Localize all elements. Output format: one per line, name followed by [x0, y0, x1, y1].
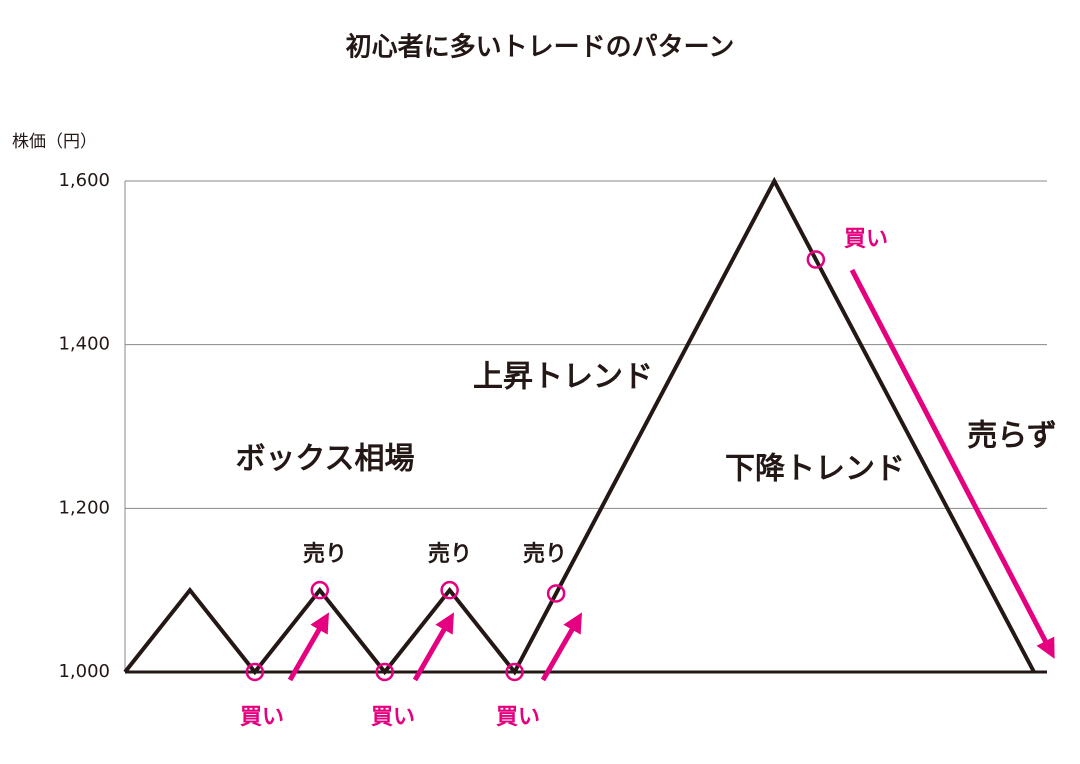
- y-tick-label: 1,000: [58, 661, 110, 682]
- trade-point: [505, 662, 524, 682]
- trade-point: [806, 250, 826, 269]
- y-tick-label: 1,400: [58, 334, 110, 355]
- y-axis-label: 株価（円）: [12, 132, 97, 152]
- arrow: [540, 612, 582, 682]
- annotation: ボックス相場: [235, 442, 414, 477]
- trade-point: [546, 584, 566, 603]
- trade-point: [310, 580, 330, 600]
- arrow: [287, 612, 329, 682]
- annotation: 売り: [303, 541, 347, 567]
- annotation: 下降トレンド: [725, 452, 905, 487]
- arrow: [412, 612, 454, 682]
- price-line: [123, 176, 1036, 676]
- annotation: 上昇トレンド: [473, 360, 653, 395]
- annotation: 売り: [523, 541, 567, 567]
- annotation: 買い: [844, 227, 888, 252]
- annotation: 買い: [240, 705, 284, 730]
- annotation: 買い: [496, 705, 540, 730]
- trade-point: [440, 580, 459, 600]
- arrow: [849, 268, 1055, 659]
- y-tick-label: 1,200: [58, 497, 110, 518]
- trade-point: [245, 662, 265, 682]
- annotation: 買い: [371, 705, 415, 730]
- trade-point: [375, 662, 394, 682]
- annotation: 売り: [428, 541, 472, 567]
- annotation: 売らず: [967, 419, 1056, 454]
- y-tick-label: 1,600: [58, 170, 110, 191]
- chart-title: 初心者に多いトレードのパターン: [346, 33, 735, 63]
